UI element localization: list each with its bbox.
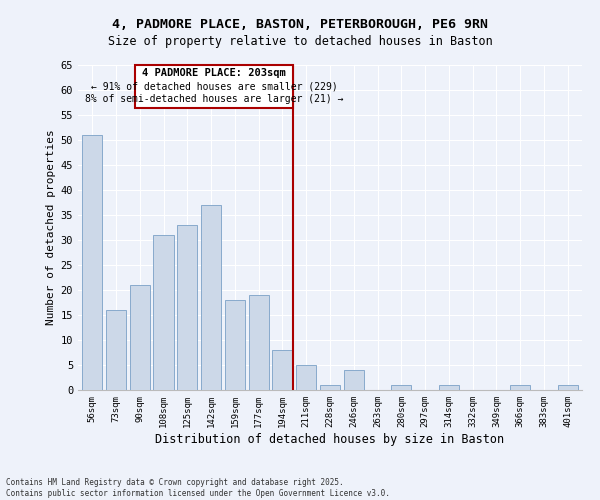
Bar bbox=[439, 385, 459, 390]
FancyBboxPatch shape bbox=[135, 65, 293, 108]
Bar bbox=[130, 285, 150, 390]
Bar bbox=[225, 300, 245, 390]
Text: Size of property relative to detached houses in Baston: Size of property relative to detached ho… bbox=[107, 35, 493, 48]
Y-axis label: Number of detached properties: Number of detached properties bbox=[46, 130, 56, 326]
Bar bbox=[557, 385, 578, 390]
X-axis label: Distribution of detached houses by size in Baston: Distribution of detached houses by size … bbox=[155, 432, 505, 446]
Bar bbox=[177, 225, 197, 390]
Bar bbox=[248, 295, 269, 390]
Text: 4 PADMORE PLACE: 203sqm: 4 PADMORE PLACE: 203sqm bbox=[142, 68, 286, 78]
Bar bbox=[201, 205, 221, 390]
Text: Contains HM Land Registry data © Crown copyright and database right 2025.
Contai: Contains HM Land Registry data © Crown c… bbox=[6, 478, 390, 498]
Text: 4, PADMORE PLACE, BASTON, PETERBOROUGH, PE6 9RN: 4, PADMORE PLACE, BASTON, PETERBOROUGH, … bbox=[112, 18, 488, 30]
Bar bbox=[344, 370, 364, 390]
Bar bbox=[82, 135, 103, 390]
Bar bbox=[296, 365, 316, 390]
Bar bbox=[320, 385, 340, 390]
Bar bbox=[154, 235, 173, 390]
Text: 8% of semi-detached houses are larger (21) →: 8% of semi-detached houses are larger (2… bbox=[85, 94, 343, 104]
Bar bbox=[510, 385, 530, 390]
Bar bbox=[272, 350, 293, 390]
Bar bbox=[391, 385, 412, 390]
Text: ← 91% of detached houses are smaller (229): ← 91% of detached houses are smaller (22… bbox=[91, 81, 337, 91]
Bar bbox=[106, 310, 126, 390]
